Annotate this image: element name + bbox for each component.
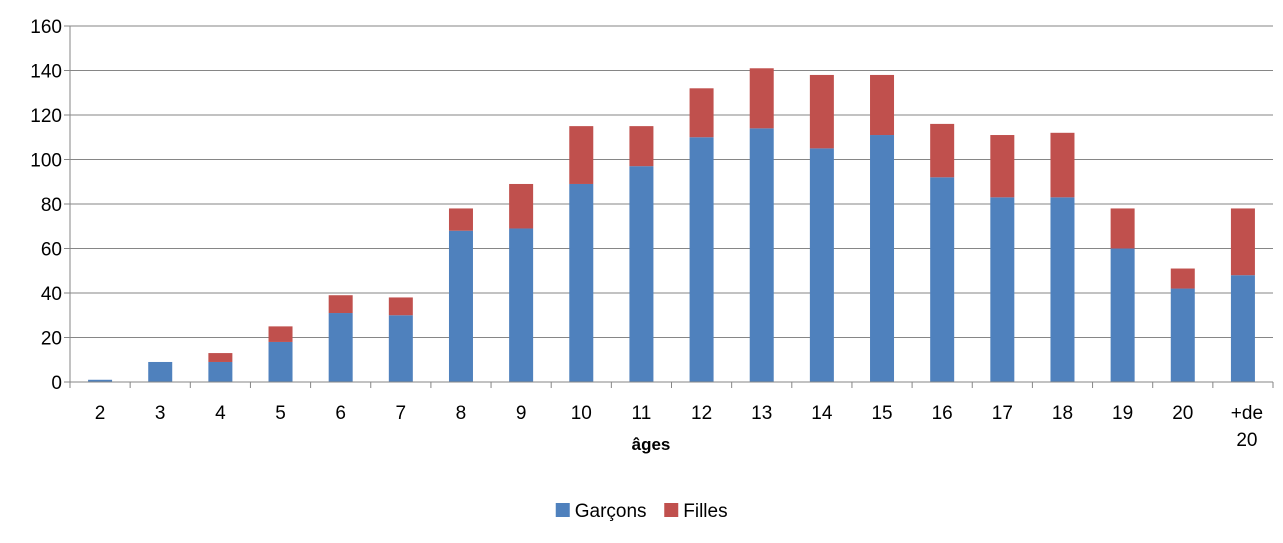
x-tick-label: 8 (456, 403, 467, 424)
bar-garcons (1110, 248, 1135, 382)
x-tick-label: 10 (571, 403, 592, 424)
x-tick-label: 7 (396, 403, 407, 424)
bars (88, 68, 1255, 382)
y-tick-label: 140 (30, 62, 62, 83)
x-tick-label: 5 (275, 403, 286, 424)
legend: Garçons Filles (555, 501, 728, 522)
y-tick-label: 100 (30, 151, 62, 172)
y-tick-label: 0 (51, 373, 62, 394)
x-tick-label: 19 (1112, 403, 1133, 424)
y-tick-label: 60 (41, 240, 62, 261)
bar-garcons (148, 361, 173, 382)
bar-filles (268, 326, 293, 342)
bar-garcons (569, 183, 594, 382)
bar-garcons (448, 230, 473, 382)
x-tick-label: 18 (1052, 403, 1073, 424)
bar-filles (509, 183, 534, 229)
x-tick-label: 14 (811, 403, 833, 424)
bar-filles (689, 88, 714, 138)
bar-garcons (749, 128, 774, 382)
bar-filles (448, 208, 473, 231)
legend-label-filles: Filles (683, 501, 727, 522)
x-axis-title: âges (632, 435, 671, 454)
x-tick-label: 16 (932, 403, 953, 424)
bar-filles (629, 126, 654, 167)
bar-filles (388, 297, 413, 316)
x-tick-label: 20 (1172, 403, 1193, 424)
x-tick-label: 17 (992, 403, 1013, 424)
bar-filles (990, 135, 1015, 198)
bar-garcons (930, 177, 955, 382)
x-axis-ticks: 2 3 4 5 6 7 8 9 10 11 12 13 14 15 16 17 18 19 20 +de 20 (95, 403, 1263, 451)
x-tick-label: 15 (871, 403, 892, 424)
bar-garcons (268, 341, 293, 382)
bar-garcons (328, 313, 353, 382)
bar-filles (809, 74, 834, 149)
y-tick-label: 40 (41, 284, 62, 305)
bar-filles (1230, 208, 1255, 276)
bar-garcons (1050, 197, 1075, 382)
x-tick-label: 6 (335, 403, 346, 424)
x-tick-label: 11 (632, 403, 652, 424)
x-tick-label: 9 (516, 403, 527, 424)
x-axis (69, 26, 1274, 388)
y-axis-ticks: 0 20 40 60 80 100 120 140 160 (30, 17, 70, 394)
x-tick-label: 2 (95, 403, 106, 424)
y-tick-label: 160 (30, 17, 62, 38)
bar-filles (1170, 268, 1195, 289)
x-tick-label: 4 (215, 403, 226, 424)
legend-swatch-filles (664, 503, 679, 517)
bar-garcons (1230, 275, 1255, 382)
bar-garcons (689, 137, 714, 382)
bar-garcons (208, 361, 233, 382)
bar-filles (208, 353, 233, 362)
x-tick-label: 12 (691, 403, 712, 424)
y-tick-label: 80 (41, 195, 62, 216)
bar-garcons (629, 166, 654, 382)
x-tick-label: 3 (155, 403, 166, 424)
bar-filles (328, 295, 353, 314)
bar-filles (1110, 208, 1135, 249)
bar-garcons (809, 148, 834, 382)
bar-garcons (1170, 288, 1195, 382)
bar-garcons (990, 197, 1015, 382)
bar-filles (930, 123, 955, 178)
bar-filles (1050, 132, 1075, 198)
x-tick-label: 13 (751, 403, 772, 424)
bar-garcons (388, 315, 413, 382)
bar-filles (749, 68, 774, 129)
bar-filles (870, 74, 895, 136)
y-tick-label: 20 (41, 329, 62, 350)
legend-label-garcons: Garçons (575, 501, 647, 522)
legend-swatch-garcons (555, 503, 570, 517)
bar-garcons (509, 228, 534, 382)
bar-garcons (88, 379, 113, 382)
x-tick-label-line2: 20 (1236, 430, 1257, 451)
gridlines (70, 25, 1273, 338)
bar-filles (569, 126, 594, 184)
y-tick-label: 120 (30, 106, 62, 127)
x-tick-label: +de (1231, 403, 1263, 424)
bar-garcons (870, 135, 895, 382)
